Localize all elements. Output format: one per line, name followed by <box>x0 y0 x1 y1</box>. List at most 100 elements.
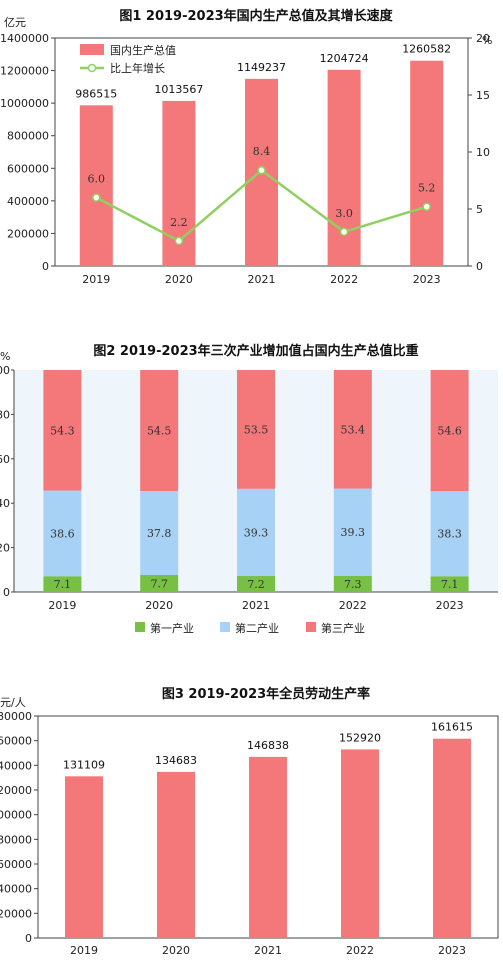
figure-1-y-tick-label: 0 <box>42 260 49 273</box>
figure-2-bar-label-tertiary: 53.4 <box>341 423 366 436</box>
legend-swatch-secondary <box>220 622 230 632</box>
figure-1-y2-axis-label: % <box>482 34 492 47</box>
figure-2-bar-primary <box>333 575 372 592</box>
figure-1-y2-tick-label: 5 <box>476 203 483 216</box>
figure-2-legend: 第一产业 第二产业 第三产业 <box>135 621 365 635</box>
figure-2-bar-label-primary: 7.3 <box>344 578 362 591</box>
figure-3-category-label: 2019 <box>70 944 98 957</box>
figure-2-category-label: 2020 <box>145 599 173 612</box>
figure-3-y-axis-label: 元/人 <box>0 696 26 709</box>
figure-1-growth-label: 2.2 <box>170 216 188 229</box>
figure-1-title: 图1 2019-2023年国内生产总值及其增长速度 <box>119 8 393 24</box>
figure-1-growth-label: 3.0 <box>335 207 353 220</box>
figure-3-y-tick-label: 160000 <box>0 735 32 748</box>
figure-1-category-label: 2019 <box>82 273 110 286</box>
figure-2-category-label: 2022 <box>339 599 367 612</box>
figure-2-bar-tertiary <box>140 370 179 491</box>
figure-3-bar <box>249 756 287 938</box>
figure-2-y-tick-label: 20 <box>0 542 10 555</box>
figure-2-bar-label-secondary: 39.3 <box>244 526 269 539</box>
figure-2-bar-label-primary: 7.2 <box>247 578 265 591</box>
legend-label-tertiary: 第三产业 <box>321 621 365 635</box>
figure-1: 图1 2019-2023年国内生产总值及其增长速度 亿元 % 986515 101… <box>0 8 492 286</box>
figure-1-bar <box>410 60 444 266</box>
figure-1-bar-label: 1149237 <box>237 61 286 74</box>
figure-1-growth-point <box>92 193 101 202</box>
figure-2-bar-primary <box>237 576 275 592</box>
figure-2-bar-label-tertiary: 54.6 <box>437 425 462 438</box>
figure-2-bar-tertiary <box>237 370 275 489</box>
legend-label-primary: 第一产业 <box>150 621 194 635</box>
figure-3-y-tick-label: 20000 <box>0 907 32 920</box>
figure-2-bar-secondary <box>430 491 469 577</box>
figure-1-bar <box>79 105 113 266</box>
figure-3-bar-label: 131109 <box>63 758 105 771</box>
figure-2-y-tick-label: 0 <box>3 586 10 599</box>
figure-3-y-tick-label: 120000 <box>0 784 32 797</box>
figure-1-category-label: 2020 <box>165 273 193 286</box>
figure-2-bar-label-tertiary: 54.5 <box>147 424 172 437</box>
figure-3-bar-label: 161615 <box>431 721 473 734</box>
figure-2-bar-primary <box>43 576 82 592</box>
figure-2-bar-primary <box>430 576 469 592</box>
figure-2-category-label: 2019 <box>48 599 76 612</box>
figure-2-bar-label-secondary: 39.3 <box>341 526 366 539</box>
figure-3-bar <box>341 749 379 938</box>
figure-3-bar <box>65 776 103 938</box>
figure-2-bar-tertiary <box>430 370 469 492</box>
figure-1-y-tick-label: 800000 <box>7 130 49 143</box>
legend-swatch-primary <box>135 622 145 632</box>
figure-1-bar-label: 1204724 <box>320 52 369 65</box>
figure-1-legend: 国内生产总值 比上年增长 <box>80 43 176 75</box>
figure-1-growth-point <box>422 202 431 211</box>
figure-2-y-tick-label: 100 <box>0 364 10 377</box>
figure-1-y2-tick-label: 0 <box>476 260 483 273</box>
figure-2-bar-label-primary: 7.1 <box>54 578 72 591</box>
figure-3-bar <box>157 771 195 938</box>
figure-2-y-tick-label: 40 <box>0 497 10 510</box>
figure-2-bar-tertiary <box>43 370 82 491</box>
figure-1-category-label: 2022 <box>330 273 358 286</box>
figure-1-bar-label: 1013567 <box>154 83 203 96</box>
figure-1-y-tick-label: 600000 <box>7 162 49 175</box>
legend-label-gdp: 国内生产总值 <box>110 43 176 57</box>
legend-swatch-gdp <box>80 44 104 55</box>
figure-2-title: 图2 2019-2023年三次产业增加值占国内生产总值比重 <box>93 343 418 359</box>
figure-2-bar-secondary <box>237 488 275 577</box>
figure-3-y-tick-label: 100000 <box>0 809 32 822</box>
figure-1-growth-label: 5.2 <box>418 182 436 195</box>
figure-1-y2-tick-label: 20 <box>476 32 490 45</box>
figure-3-y-tick-label: 60000 <box>0 858 32 871</box>
figure-2-bar-label-tertiary: 53.5 <box>244 423 269 436</box>
figure-2: % 图2 2019-2023年三次产业增加值占国内生产总值比重 7.1 38.6 5… <box>0 343 498 635</box>
figure-2-bar-primary <box>140 574 179 592</box>
figure-3: 图3 2019-2023年全员劳动生产率 元/人 131109 134683 146… <box>0 686 499 957</box>
figure-2-bar-label-secondary: 37.8 <box>147 527 172 540</box>
figure-2-category-label: 2023 <box>436 599 464 612</box>
figure-2-bar-secondary <box>43 490 82 577</box>
figure-2-bar-label-secondary: 38.6 <box>50 527 75 540</box>
legend-swatch-tertiary <box>306 622 316 632</box>
figure-3-title: 图3 2019-2023年全员劳动生产率 <box>162 686 370 702</box>
figure-3-y-tick-label: 180000 <box>0 710 32 723</box>
figure-2-bar-label-tertiary: 54.3 <box>50 424 75 437</box>
figure-1-bar-label: 1260582 <box>402 43 451 56</box>
figure-1-growth-label: 6.0 <box>88 173 106 186</box>
figure-2-bar-secondary <box>140 490 179 575</box>
figure-1-y2-tick-label: 15 <box>476 89 490 102</box>
figure-1-growth-label: 8.4 <box>253 145 271 158</box>
figure-1-y2-tick-label: 10 <box>476 146 490 159</box>
figure-2-bar-label-primary: 7.1 <box>441 578 459 591</box>
figure-2-y-tick-label: 80 <box>0 408 10 421</box>
figure-1-y-tick-label: 400000 <box>7 195 49 208</box>
figure-2-bar-tertiary <box>333 370 372 489</box>
figure-2-category-label: 2021 <box>242 599 270 612</box>
figure-1-category-label: 2023 <box>413 273 441 286</box>
figure-3-y-tick-label: 140000 <box>0 759 32 772</box>
figure-2-bar-secondary <box>333 488 372 576</box>
figure-1-y-tick-label: 1400000 <box>0 32 49 45</box>
figure-1-y-tick-label: 200000 <box>7 227 49 240</box>
figure-1-y-axis-label: 亿元 <box>4 16 26 29</box>
figure-3-bar-label: 134683 <box>155 754 197 767</box>
